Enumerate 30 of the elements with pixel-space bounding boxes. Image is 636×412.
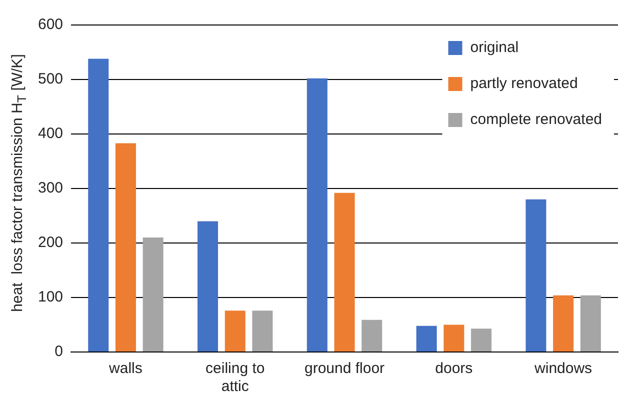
- legend-label: original: [470, 39, 519, 56]
- y-tick-label: 400: [38, 125, 64, 142]
- bar: [553, 295, 574, 352]
- bar: [88, 58, 109, 352]
- bar: [471, 328, 492, 352]
- y-tick-label: 500: [38, 70, 64, 88]
- x-tick-label: ceiling to attic: [206, 360, 265, 396]
- y-tick-label: 100: [38, 288, 64, 306]
- y-tick-label: 600: [38, 16, 64, 34]
- x-tick-label: ground floor: [304, 360, 385, 378]
- bar: [198, 221, 218, 352]
- legend-label: partly renovated: [470, 75, 578, 92]
- x-tick-label: windows: [534, 360, 592, 378]
- bar: [306, 78, 328, 352]
- bar: [252, 310, 273, 352]
- bar: [224, 310, 246, 352]
- x-tick-label: doors: [435, 360, 473, 378]
- legend-label: complete renovated: [470, 111, 602, 128]
- y-tick-label: 200: [38, 234, 64, 252]
- bar: [580, 295, 601, 352]
- bar: [334, 192, 355, 352]
- bar: [362, 320, 382, 352]
- bar: [444, 324, 464, 352]
- bar: [416, 326, 437, 352]
- bar: [115, 143, 136, 352]
- bar: [526, 199, 546, 352]
- x-tick-label: walls: [108, 360, 142, 378]
- bar: [142, 238, 164, 352]
- y-tick-label: 0: [54, 343, 64, 360]
- y-tick-label: 300: [38, 180, 64, 197]
